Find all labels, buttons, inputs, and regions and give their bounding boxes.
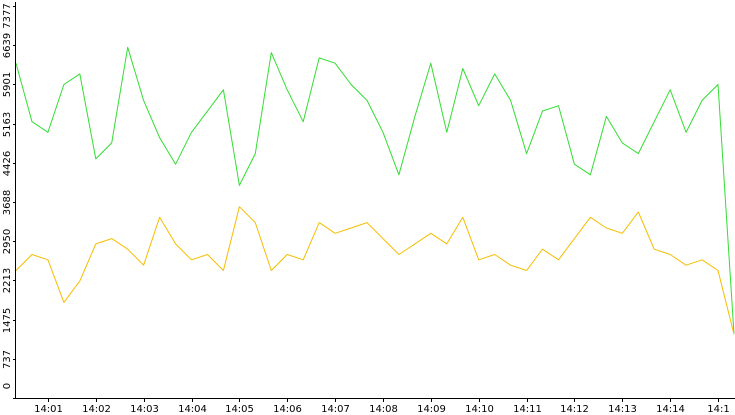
y-tick-label: 5163 — [2, 112, 13, 137]
y-tick-label: 2213 — [2, 268, 13, 293]
series-line-2 — [15, 206, 735, 335]
x-tick-label: 14:1 — [707, 404, 729, 415]
x-tick-label: 14:03 — [130, 404, 159, 415]
y-tick-label: 0 — [2, 383, 13, 389]
x-tick-label: 14:10 — [465, 404, 494, 415]
y-tick-label: 737 — [2, 350, 13, 369]
x-tick-label: 14:09 — [417, 404, 446, 415]
y-tick-label: 1475 — [2, 308, 13, 333]
y-tick-labels: 0 737 1475 2213 2950 3688 4426 5163 5901 6639 7377 — [2, 3, 16, 399]
x-tick-label: 14:01 — [34, 404, 63, 415]
y-tick-label: 6639 — [2, 33, 13, 58]
x-tick-label: 14:13 — [608, 404, 637, 415]
series-line-1 — [15, 46, 735, 335]
x-tick-label: 14:11 — [513, 404, 542, 415]
y-tick-label: 5901 — [2, 72, 13, 97]
y-tick-label: 4426 — [2, 151, 13, 176]
x-tick-label: 14:12 — [560, 404, 589, 415]
y-tick-label: 7377 — [2, 3, 13, 28]
x-tick-label: 14:05 — [225, 404, 254, 415]
x-tick-label: 14:04 — [178, 404, 207, 415]
series-layer — [15, 46, 735, 335]
x-tick-label: 14:08 — [369, 404, 398, 415]
x-tick-labels: 14:01 14:02 14:03 14:04 14:05 14:06 14:07 14:08… — [34, 398, 730, 415]
x-tick-label: 14:14 — [656, 404, 685, 415]
y-tick-label: 2950 — [2, 229, 13, 254]
x-tick-label: 14:07 — [321, 404, 350, 415]
y-tick-label: 3688 — [2, 190, 13, 215]
x-tick-label: 14:06 — [273, 404, 302, 415]
x-tick-label: 14:02 — [82, 404, 111, 415]
